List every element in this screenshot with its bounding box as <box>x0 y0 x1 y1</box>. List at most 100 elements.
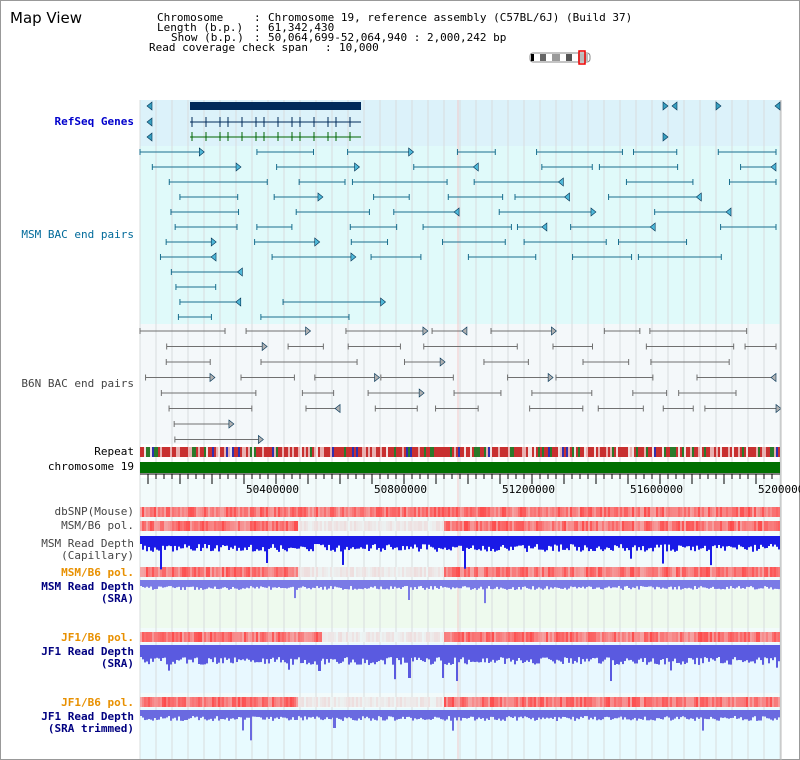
polymorphism-mark <box>580 521 582 531</box>
polymorphism-mark <box>668 632 670 642</box>
polymorphism-mark <box>246 507 248 517</box>
repeat-mark <box>234 447 236 457</box>
depth-bar <box>274 645 276 662</box>
repeat-mark <box>578 447 580 457</box>
polymorphism-mark <box>518 507 520 517</box>
polymorphism-mark <box>302 632 304 642</box>
repeat-mark <box>402 447 404 457</box>
polymorphism-mark <box>324 697 326 707</box>
depth-bar <box>564 645 566 658</box>
polymorphism-mark <box>340 521 342 531</box>
polymorphism-mark <box>714 697 716 707</box>
depth-bar <box>572 536 574 545</box>
polymorphism-mark <box>618 567 620 577</box>
depth-bar <box>716 580 718 589</box>
polymorphism-mark <box>286 632 288 642</box>
depth-bar <box>430 710 432 720</box>
depth-bar <box>146 536 148 552</box>
polymorphism-mark <box>468 632 470 642</box>
polymorphism-mark <box>282 507 284 517</box>
repeat-mark <box>528 447 530 457</box>
repeat-mark <box>238 447 240 457</box>
repeat-mark <box>542 447 544 457</box>
polymorphism-mark <box>734 632 736 642</box>
depth-bar <box>366 645 368 660</box>
depth-bar <box>420 645 422 660</box>
polymorphism-mark <box>226 507 228 517</box>
depth-bar <box>568 645 570 663</box>
depth-bar <box>200 645 202 665</box>
polymorphism-mark <box>268 632 270 642</box>
repeat-mark <box>198 447 200 457</box>
depth-bar <box>708 710 710 720</box>
polymorphism-mark <box>410 697 412 707</box>
polymorphism-mark <box>274 697 276 707</box>
depth-bar <box>396 645 398 659</box>
depth-bar <box>320 710 322 720</box>
repeat-mark <box>694 447 696 457</box>
depth-bar <box>266 710 268 718</box>
depth-bar <box>728 536 730 547</box>
depth-bar <box>436 580 438 588</box>
repeat-mark <box>292 447 294 457</box>
msm-bac-pair-arrow <box>317 192 324 202</box>
polymorphism-mark <box>140 521 142 531</box>
polymorphism-mark <box>254 632 256 642</box>
polymorphism-mark <box>424 567 426 577</box>
depth-bar <box>526 710 528 718</box>
polymorphism-mark <box>358 697 360 707</box>
polymorphism-mark <box>538 567 540 577</box>
depth-bar <box>270 710 272 717</box>
depth-bar <box>434 536 436 550</box>
polymorphism-mark <box>200 507 202 517</box>
polymorphism-mark <box>446 521 448 531</box>
polymorphism-mark <box>576 521 578 531</box>
polymorphism-mark <box>380 697 382 707</box>
msm-bac-pair-arrow <box>350 252 357 262</box>
depth-bar <box>396 536 398 548</box>
polymorphism-mark <box>322 697 324 707</box>
depth-bar <box>176 645 178 660</box>
polymorphism-mark <box>652 632 654 642</box>
polymorphism-mark <box>190 521 192 531</box>
depth-bar <box>212 645 214 663</box>
repeat-mark <box>574 447 576 457</box>
polymorphism-mark <box>712 697 714 707</box>
polymorphism-mark <box>500 567 502 577</box>
polymorphism-mark <box>500 507 502 517</box>
polymorphism-mark <box>536 507 538 517</box>
depth-bar <box>156 580 158 589</box>
polymorphism-mark <box>520 507 522 517</box>
depth-bar <box>638 580 640 590</box>
depth-bar <box>744 580 746 589</box>
depth-bar <box>616 536 618 547</box>
depth-bar <box>290 580 292 588</box>
polymorphism-mark <box>450 567 452 577</box>
polymorphism-mark <box>426 632 428 642</box>
depth-bar <box>280 536 282 546</box>
polymorphism-mark <box>250 507 252 517</box>
depth-bar <box>346 710 348 719</box>
polymorphism-mark <box>282 697 284 707</box>
repeat-mark <box>244 447 246 457</box>
polymorphism-mark <box>574 567 576 577</box>
depth-bar <box>694 536 696 552</box>
depth-bar <box>466 645 468 665</box>
polymorphism-mark <box>328 507 330 517</box>
depth-bar <box>622 645 624 665</box>
polymorphism-mark <box>430 507 432 517</box>
polymorphism-mark <box>628 632 630 642</box>
polymorphism-mark <box>316 697 318 707</box>
polymorphism-mark <box>534 567 536 577</box>
depth-bar <box>624 536 626 551</box>
polymorphism-mark <box>310 567 312 577</box>
repeat-mark <box>436 447 438 457</box>
polymorphism-mark <box>224 507 226 517</box>
depth-bar <box>706 580 708 589</box>
depth-bar <box>474 645 476 663</box>
msm-bac-pair-arrow <box>695 192 702 202</box>
depth-bar <box>186 710 188 720</box>
depth-bar <box>730 710 732 719</box>
depth-bar <box>418 580 420 587</box>
